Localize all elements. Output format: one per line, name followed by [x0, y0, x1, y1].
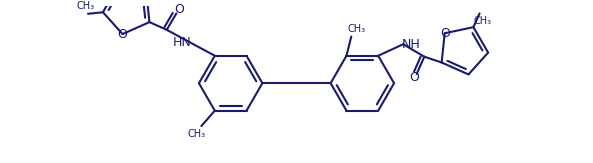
Text: CH₃: CH₃	[76, 1, 94, 11]
Text: CH₃: CH₃	[187, 129, 206, 139]
Text: O: O	[174, 3, 184, 16]
Text: HN: HN	[173, 36, 192, 49]
Text: CH₃: CH₃	[347, 24, 365, 34]
Text: O: O	[440, 27, 449, 40]
Text: NH: NH	[401, 38, 420, 51]
Text: CH₃: CH₃	[473, 16, 492, 26]
Text: O: O	[117, 28, 127, 41]
Text: O: O	[409, 71, 419, 84]
